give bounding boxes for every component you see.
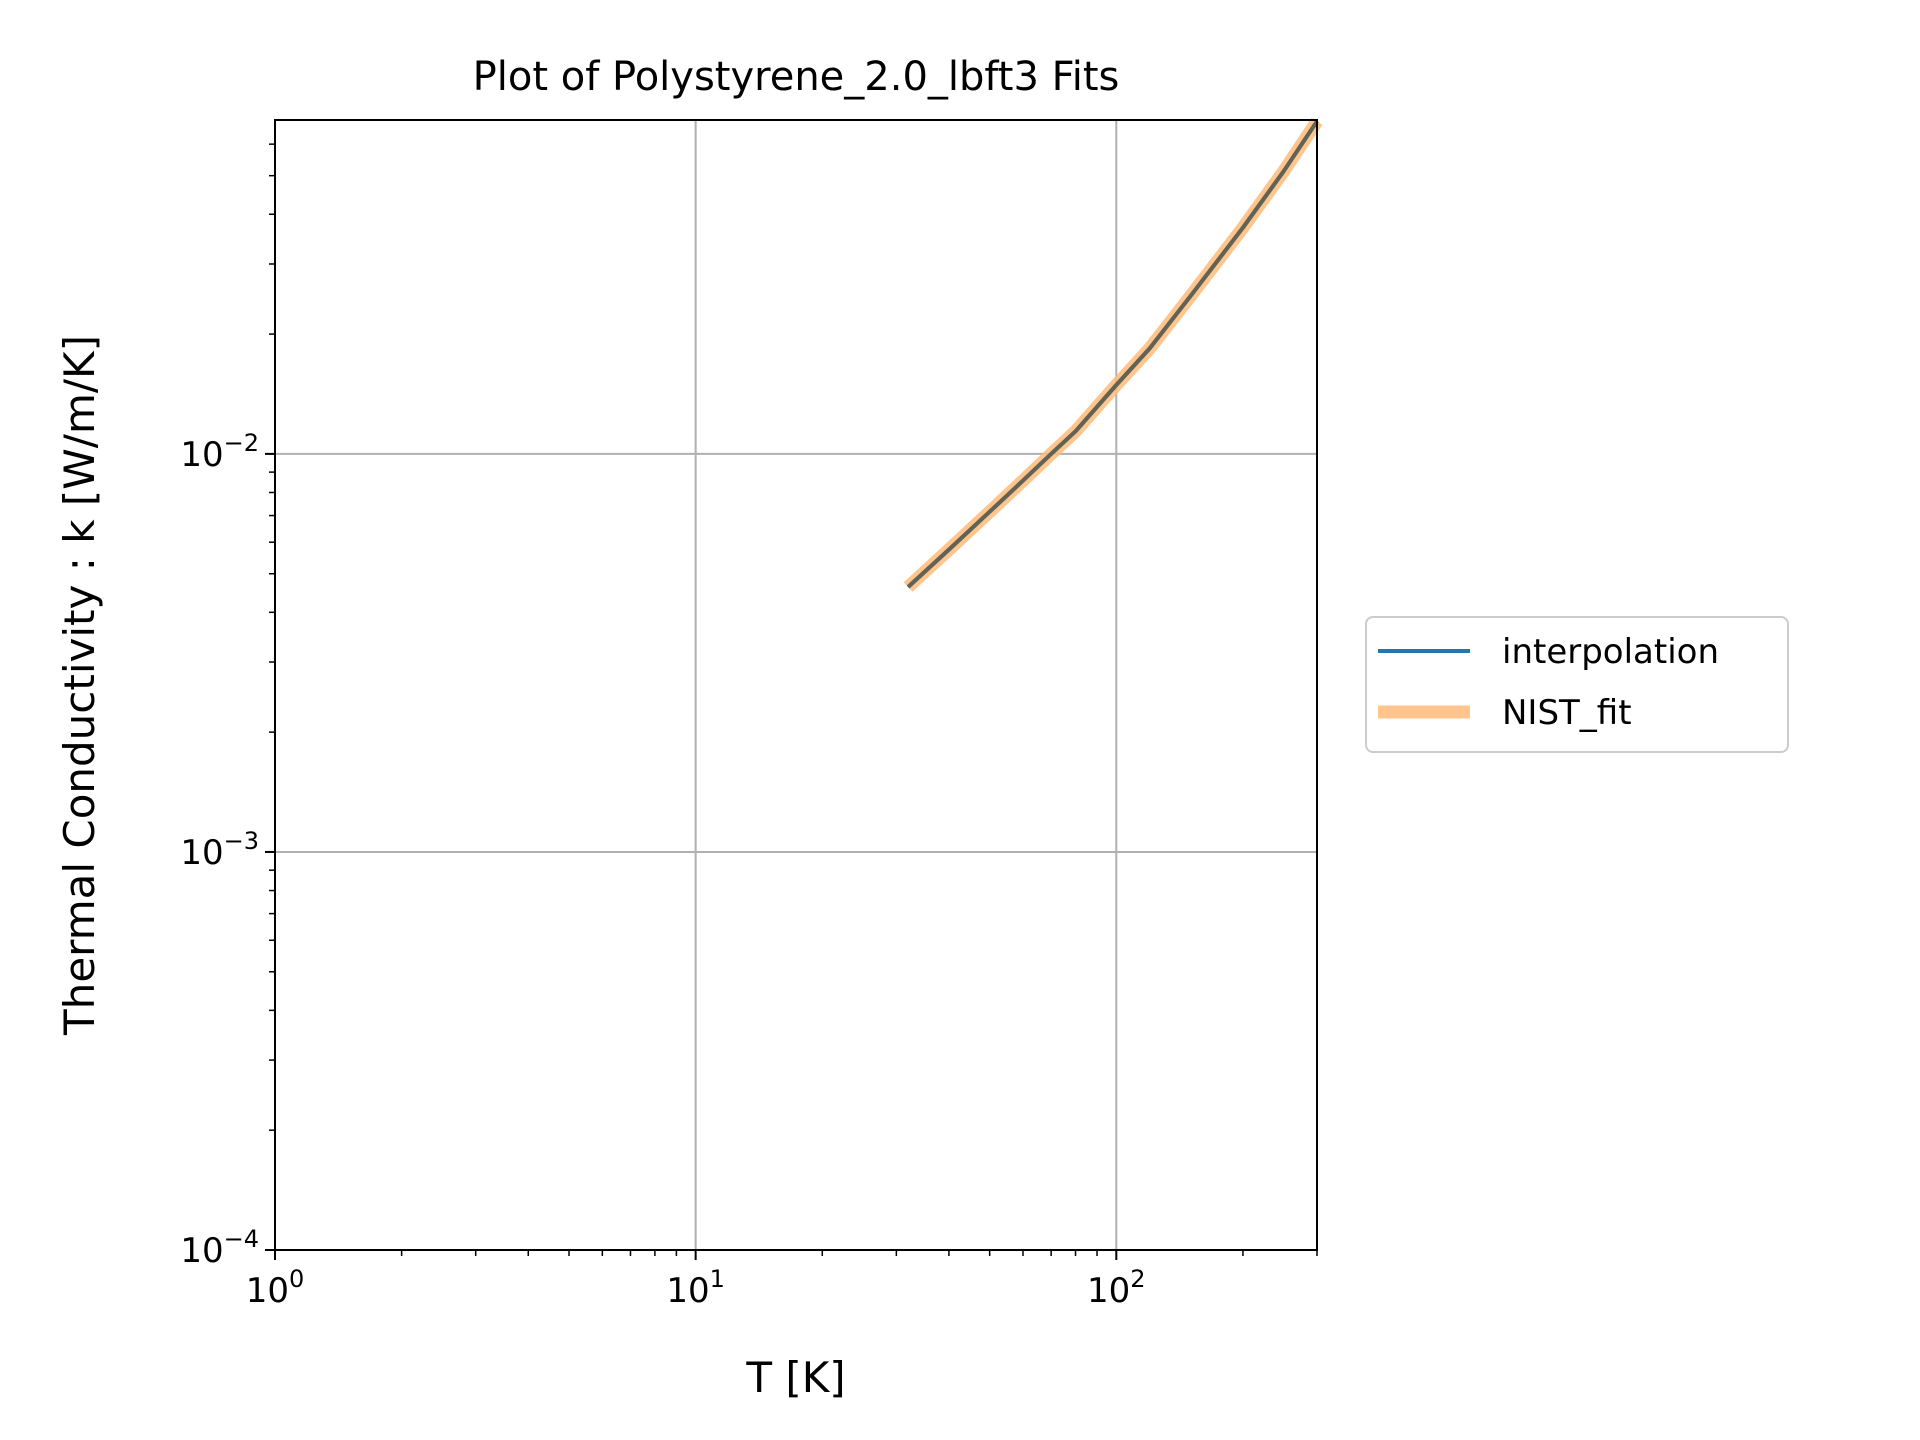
series-overlap-line <box>906 120 1319 589</box>
plot-frame <box>274 119 1318 1251</box>
y-tick-label: 10−4 <box>180 1225 259 1271</box>
x-tick-label: 100 <box>246 1265 305 1311</box>
y-tick-label: 10−3 <box>180 827 259 873</box>
major-ticks <box>265 452 1118 1260</box>
plot-area <box>275 120 1317 1250</box>
y-axis-label: Thermal Conductivity : k [W/m/K] <box>55 335 104 1036</box>
legend-label-interpolation: interpolation <box>1502 632 1719 672</box>
legend: interpolation NIST_fit <box>1365 616 1789 753</box>
x-tick-label: 101 <box>666 1265 725 1311</box>
legend-box <box>1365 616 1789 753</box>
tick-labels: 100 101 102 10−4 10−3 10−2 <box>180 429 1145 1311</box>
x-axis-label: T [K] <box>745 1353 845 1402</box>
x-tick-label: 102 <box>1087 1265 1146 1311</box>
y-tick-label: 10−2 <box>180 429 259 475</box>
chart-title: Plot of Polystyrene_2.0_lbft3 Fits <box>473 54 1120 100</box>
legend-label-nist-fit: NIST_fit <box>1502 693 1632 733</box>
data-series <box>903 117 1323 592</box>
